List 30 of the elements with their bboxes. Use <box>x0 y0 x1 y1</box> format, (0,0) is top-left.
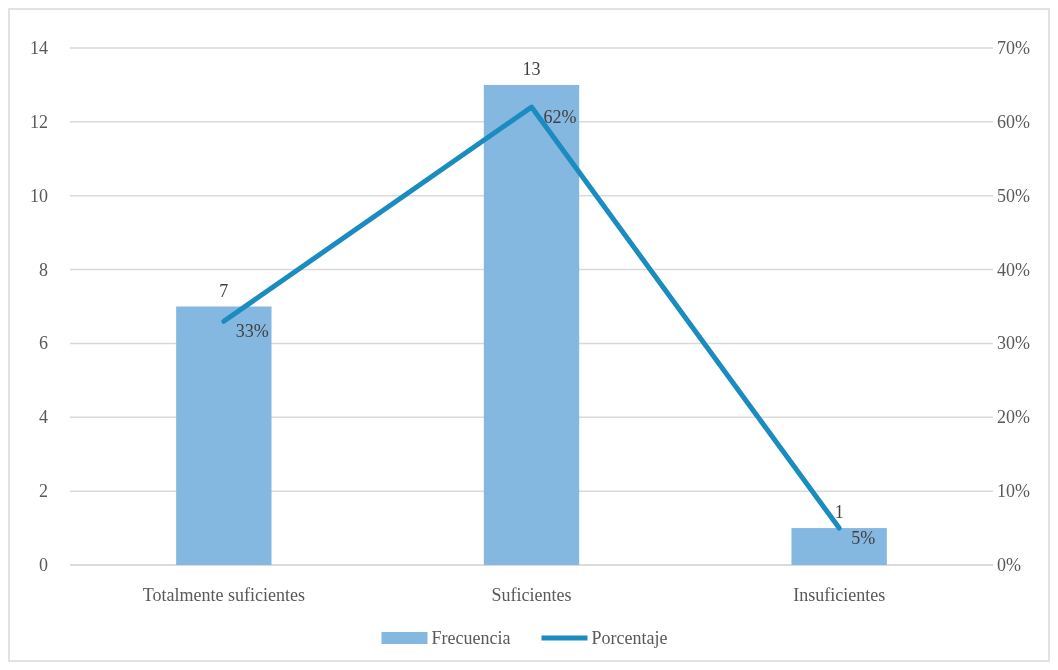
y2-tick-label: 30% <box>997 333 1030 354</box>
y-tick-label: 6 <box>39 333 48 354</box>
y2-tick-label: 50% <box>997 185 1030 206</box>
y2-tick-label: 10% <box>997 481 1030 502</box>
y2-tick-label: 40% <box>997 259 1030 280</box>
y-tick-label: 12 <box>30 111 48 132</box>
data-label: 5% <box>851 528 876 549</box>
x-tick-label: Insuficientes <box>793 585 886 605</box>
y2-tick-label: 60% <box>997 111 1030 132</box>
y-tick-label: 0 <box>39 555 48 575</box>
legend-label: Porcentaje <box>591 628 668 648</box>
y-tick-label: 10 <box>30 185 48 206</box>
y2-tick-label: 20% <box>997 407 1030 428</box>
y-tick-label: 8 <box>39 259 48 280</box>
y2-tick-label: 70% <box>997 38 1030 58</box>
bar <box>176 306 272 565</box>
data-label: 62% <box>543 107 577 128</box>
legend-label: Frecuencia <box>431 628 511 648</box>
bar <box>483 84 580 565</box>
bar <box>791 528 887 565</box>
x-tick-label: Suficientes <box>491 585 572 605</box>
data-label: 7 <box>219 280 229 301</box>
y2-tick-label: 0% <box>997 555 1021 575</box>
y-tick-label: 14 <box>30 38 48 58</box>
data-label: 33% <box>235 321 269 342</box>
x-tick-label: Totalmente suficientes <box>142 585 305 605</box>
y-tick-label: 2 <box>39 481 48 502</box>
data-label: 13 <box>522 58 541 79</box>
y-tick-label: 4 <box>39 407 48 428</box>
data-label: 1 <box>834 502 844 523</box>
